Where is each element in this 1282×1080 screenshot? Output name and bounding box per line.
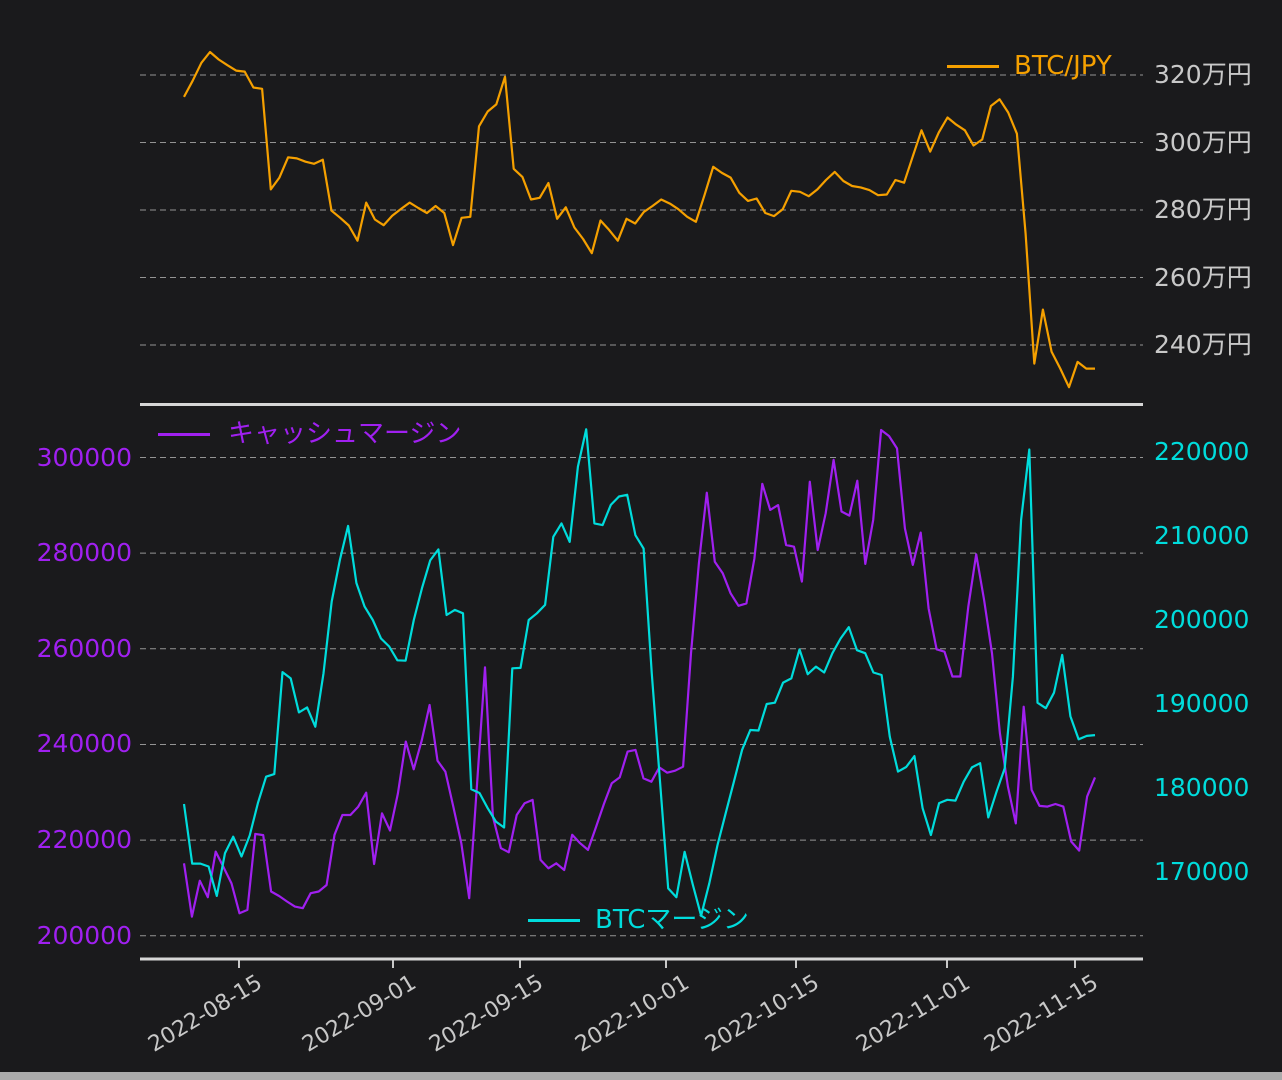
cash-margin-line: [182, 428, 1097, 918]
legend-btc-margin-label: BTCマージン: [595, 905, 749, 935]
btcjpy-line: [183, 50, 1095, 389]
price-y-tick-label: 260万円: [1154, 262, 1252, 292]
cash-margin-y-tick-label: 280000: [36, 538, 132, 568]
cash-margin-y-tick-label: 220000: [36, 825, 132, 855]
cash-margin-line-swatch: [158, 432, 210, 436]
btc-margin-line: [182, 428, 1096, 917]
btcjpy-line-swatch: [947, 64, 999, 68]
cash-margin-y-tick-label: 260000: [36, 633, 132, 663]
legend-cash-margin-label: キャッシュマージン: [228, 419, 462, 449]
btc-margin-y-tick-label: 220000: [1154, 437, 1250, 466]
legend-btc-margin[interactable]: BTCマージン: [528, 907, 749, 933]
legend-btcjpy[interactable]: BTC/JPY: [947, 53, 1112, 79]
cash-margin-y-tick-label: 300000: [36, 442, 132, 472]
price-y-tick-label: 280万円: [1154, 195, 1252, 224]
legend-btcjpy-label: BTC/JPY: [1014, 51, 1112, 81]
cash-margin-y-tick-label: 240000: [36, 729, 132, 759]
btc-margin-y-tick-label: 200000: [1154, 604, 1250, 634]
btc-margin-y-tick-label: 170000: [1154, 856, 1250, 886]
btc-margin-y-tick-label: 190000: [1154, 688, 1250, 718]
price-y-tick-label: 240万円: [1154, 330, 1252, 359]
price-y-tick-label: 300万円: [1154, 127, 1252, 157]
btc-margin-y-tick-label: 210000: [1154, 520, 1250, 550]
price-y-tick-label: 320万円: [1154, 60, 1252, 89]
btc-margin-line-swatch: [528, 918, 580, 922]
window-bottom-edge: [0, 1072, 1282, 1080]
cash-margin-y-tick-label: 200000: [36, 920, 132, 950]
btc-margin-y-tick-label: 180000: [1154, 772, 1250, 802]
legend-cash-margin[interactable]: キャッシュマージン: [158, 421, 461, 447]
